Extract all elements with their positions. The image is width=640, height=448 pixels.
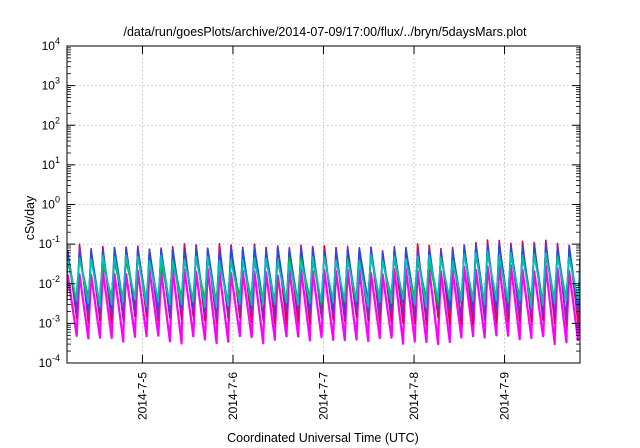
y-tick-label: 10-3 <box>39 313 60 330</box>
x-axis-label: Coordinated Universal Time (UTC) <box>227 431 419 445</box>
y-tick-label: 104 <box>42 36 60 53</box>
y-tick-label: 10-4 <box>39 353 60 370</box>
y-tick-base: 10 <box>42 158 56 172</box>
y-tick-exponent: 1 <box>55 155 60 165</box>
x-tick-label: 2014-7-6 <box>226 372 240 420</box>
series-layer <box>67 239 580 346</box>
series-line <box>67 250 580 309</box>
y-tick-exponent: 4 <box>55 36 60 46</box>
y-tick-exponent: -3 <box>52 313 60 323</box>
x-tick-label: 2014-7-7 <box>317 372 331 420</box>
x-tick-labels: 2014-7-5 2014-7-6 2014-7-7 2014-7-8 2014-7-9 <box>135 372 511 420</box>
y-tick-label: 102 <box>42 115 60 132</box>
y-tick-base: 10 <box>39 356 53 370</box>
y-tick-base: 10 <box>42 39 56 53</box>
axis-ticks <box>67 45 580 364</box>
chart-title: /data/run/goesPlots/archive/2014-07-09/1… <box>123 25 527 39</box>
y-tick-label: 101 <box>42 155 60 172</box>
y-tick-base: 10 <box>39 277 53 291</box>
y-tick-exponent: -2 <box>52 274 60 284</box>
x-tick-label: 2014-7-8 <box>407 372 421 420</box>
y-tick-base: 10 <box>39 316 53 330</box>
y-tick-base: 10 <box>42 198 56 212</box>
y-axis-label: cSv/day <box>23 195 37 240</box>
y-tick-base: 10 <box>42 118 56 132</box>
y-tick-label: 10-2 <box>39 274 60 291</box>
y-tick-label: 103 <box>42 76 60 93</box>
y-tick-label: 10-1 <box>39 234 60 251</box>
y-tick-exponent: 3 <box>55 76 60 86</box>
y-tick-base: 10 <box>39 237 53 251</box>
y-tick-exponent: 0 <box>55 195 60 205</box>
y-tick-label: 100 <box>42 195 60 212</box>
y-tick-base: 10 <box>42 79 56 93</box>
y-tick-exponent: -1 <box>52 234 60 244</box>
y-tick-exponent: -4 <box>52 353 60 363</box>
y-tick-exponent: 2 <box>55 115 60 125</box>
x-tick-label: 2014-7-9 <box>498 372 512 420</box>
x-tick-label: 2014-7-5 <box>135 372 149 420</box>
